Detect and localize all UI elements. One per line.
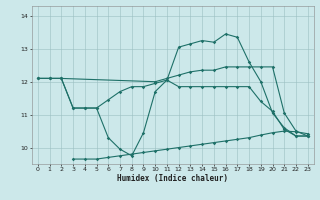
X-axis label: Humidex (Indice chaleur): Humidex (Indice chaleur) [117,174,228,183]
